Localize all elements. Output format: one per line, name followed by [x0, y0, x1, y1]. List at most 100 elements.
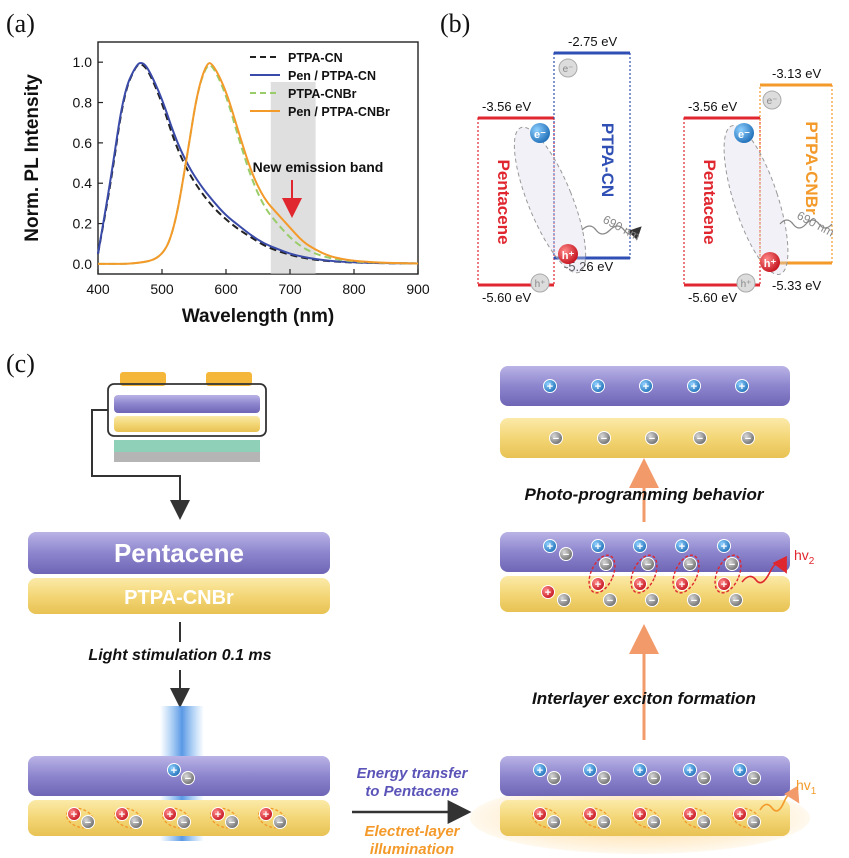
- emission-wave-icon: [779, 219, 833, 229]
- pl-spectrum-chart: 400 500 600 700 800 900 0.0 0.2 0.4 0.6 0.8 1.0 PTP…: [22, 41, 430, 327]
- charge-sign: +: [637, 765, 643, 777]
- pentacene-layer-bottom-left: [28, 756, 330, 796]
- hole-ghost-icon: [736, 273, 756, 293]
- homo-pen-label: -5.60 eV: [688, 290, 737, 305]
- electron-ghost-icon: [558, 58, 578, 78]
- charge-sign: −: [651, 817, 657, 829]
- ptpa-cnbr-label: PTPA-CNBr: [802, 121, 821, 215]
- charges-right-middle: +−+ + + +−+−+−+−++− − − − −: [541, 539, 743, 607]
- charge-sign: −: [745, 433, 751, 445]
- electron-ghost-icon: [762, 90, 782, 110]
- x-tick-label: 800: [342, 281, 366, 297]
- electron-text: e⁻: [534, 129, 546, 141]
- emission-label: 690 nm: [601, 212, 643, 243]
- electron-charge-icon: [547, 771, 561, 785]
- hole-charge-icon: [591, 577, 605, 591]
- pentacene-label: Pentacene: [494, 159, 513, 244]
- charge-sign: +: [119, 809, 125, 821]
- charge-sign: +: [679, 579, 685, 591]
- hole-charge-icon: [639, 379, 653, 393]
- charge-sign: −: [563, 549, 569, 561]
- charges-left: +−+−+−+−+−+−: [65, 763, 287, 829]
- charge-sign: −: [697, 433, 703, 445]
- ptpa-cn-label: PTPA-CN: [598, 123, 617, 197]
- panel-label-c: (c): [6, 349, 35, 378]
- charge-sign: −: [691, 595, 697, 607]
- hole-ghost-icon: [530, 273, 550, 293]
- pentacene-layer-label: Pentacene: [114, 538, 244, 568]
- homo-acc-label: -5.33 eV: [772, 278, 821, 293]
- charge-sign: −: [277, 817, 283, 829]
- charge-sign: +: [595, 381, 601, 393]
- charge-sign: +: [737, 765, 743, 777]
- hv1-wave-icon: [759, 785, 800, 812]
- charges-right-top: + + + + + − − − − −: [543, 379, 755, 445]
- charge-sign: +: [721, 541, 727, 553]
- charge-sign: +: [691, 381, 697, 393]
- hole-charge-icon: [633, 807, 647, 821]
- legend-entry: PTPA-CN: [288, 51, 343, 65]
- electron-ghost-text: e⁻: [563, 64, 574, 75]
- electron-charge-icon: [647, 771, 661, 785]
- hole-text: h⁺: [764, 258, 777, 270]
- emission-wave-icon: [581, 225, 642, 241]
- hole-charge-icon: [675, 577, 689, 591]
- charge-sign: −: [601, 773, 607, 785]
- electron-charge-icon: [559, 547, 573, 561]
- charge-sign: +: [167, 809, 173, 821]
- hole-charge-icon: [543, 539, 557, 553]
- charge-sign: −: [561, 595, 567, 607]
- lumo-acc-label: -3.13 eV: [772, 66, 821, 81]
- electron-charge-icon: [603, 593, 617, 607]
- charge-sign: −: [649, 433, 655, 445]
- charge-sign: +: [721, 579, 727, 591]
- ptpa-cnbr-layer-large: [28, 578, 330, 614]
- electron-charge-icon: [693, 431, 707, 445]
- charge-sign: −: [645, 559, 651, 571]
- dielectric-layer: [114, 440, 260, 452]
- hv1-label: hv1: [796, 777, 817, 797]
- electron-charge-icon: [687, 593, 701, 607]
- electron-charge-icon: [273, 815, 287, 829]
- hole-charge-icon: [167, 763, 181, 777]
- electron-charge-icon: [747, 771, 761, 785]
- hole-charge-icon: [733, 763, 747, 777]
- charge-sign: −: [601, 817, 607, 829]
- homo-acc-label: -5.26 eV: [564, 259, 613, 274]
- energy-diagram-ptpa-cn: -2.75 eV -3.56 eV -5.26 eV -5.60 eV Pent…: [477, 34, 643, 305]
- energy-transfer-label-1: Energy transfer: [357, 765, 469, 782]
- new-emission-annotation: New emission band: [253, 159, 384, 175]
- charge-sign: −: [733, 595, 739, 607]
- charge-sign: −: [181, 817, 187, 829]
- charge-sign: +: [171, 765, 177, 777]
- hole-icon: [760, 252, 780, 272]
- electron-charge-icon: [747, 815, 761, 829]
- hole-charge-icon: [115, 807, 129, 821]
- charge-sign: −: [85, 817, 91, 829]
- interlayer-exciton-outline: [672, 554, 700, 594]
- charge-sign: +: [739, 381, 745, 393]
- hole-charge-icon: [67, 807, 81, 821]
- electron-charge-icon: [697, 771, 711, 785]
- electron-charge-icon: [641, 557, 655, 571]
- exciton-ellipse: [723, 125, 789, 275]
- charges-right-bottom: +−+−+−+−+−+−+−+−+−+−: [531, 763, 761, 829]
- lumo-acc-label: -2.75 eV: [568, 34, 617, 49]
- electron-ghost-text: e⁻: [767, 96, 778, 107]
- y-tick-label: 1.0: [73, 54, 93, 70]
- hole-charge-icon: [683, 807, 697, 821]
- hole-charge-icon: [733, 807, 747, 821]
- hole-charge-icon: [533, 807, 547, 821]
- hole-charge-icon: [543, 379, 557, 393]
- electron-charge-icon: [647, 815, 661, 829]
- y-tick-label: 0.8: [73, 95, 93, 111]
- hole-charge-icon: [591, 539, 605, 553]
- charge-sign: −: [751, 817, 757, 829]
- charge-sign: +: [679, 541, 685, 553]
- electron-charge-icon: [741, 431, 755, 445]
- charge-sign: +: [547, 381, 553, 393]
- electron-icon: [734, 123, 754, 143]
- charge-sign: +: [71, 809, 77, 821]
- hole-icon: [558, 244, 578, 264]
